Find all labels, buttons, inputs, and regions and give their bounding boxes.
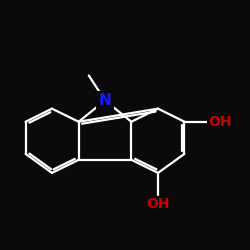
Text: OH: OH: [146, 197, 170, 211]
Text: N: N: [98, 93, 112, 108]
Text: OH: OH: [208, 115, 232, 129]
